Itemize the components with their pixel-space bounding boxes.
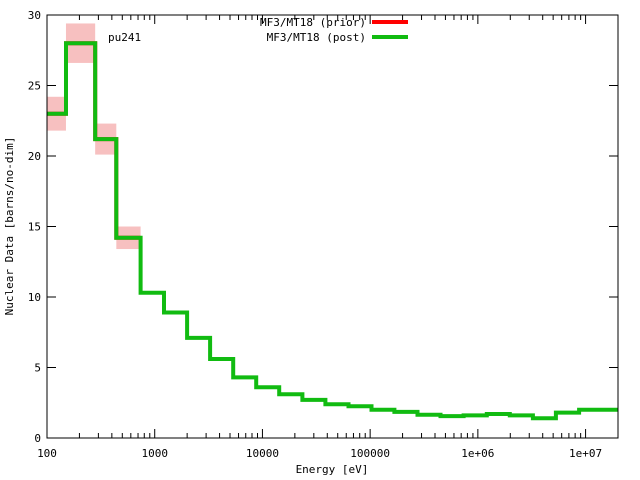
series-lines	[47, 41, 618, 421]
x-tick-label: 10000	[246, 447, 279, 460]
legend: MF3/MT18 (prior) MF3/MT18 (post)	[260, 16, 408, 44]
x-tick-label: 1e+06	[461, 447, 494, 460]
x-tick-label: 100000	[350, 447, 390, 460]
y-tick-label: 0	[34, 432, 41, 445]
y-tick-label: 5	[34, 362, 41, 375]
x-tick-label: 1000	[141, 447, 168, 460]
y-axis-label: Nuclear Data [barns/no-dim]	[3, 137, 16, 316]
x-axis-label: Energy [eV]	[296, 463, 369, 476]
annotation-pu241: pu241	[108, 31, 141, 44]
y-tick-label: 15	[28, 221, 41, 234]
x-tick-label: 1e+07	[569, 447, 602, 460]
y-tick-label: 30	[28, 9, 41, 22]
y-tick-label: 25	[28, 80, 41, 93]
y-tick-label: 10	[28, 291, 41, 304]
y-tick-label: 20	[28, 150, 41, 163]
legend-label: MF3/MT18 (prior)	[260, 16, 366, 29]
legend-label: MF3/MT18 (post)	[267, 31, 366, 44]
axis-ticks	[46, 14, 619, 439]
tick-labels: 100 1000 10000 100000 1e+06 1e+07 0 5 10 15 20 25 30	[28, 9, 602, 460]
x-tick-label: 100	[37, 447, 57, 460]
series-post-line	[47, 41, 618, 421]
